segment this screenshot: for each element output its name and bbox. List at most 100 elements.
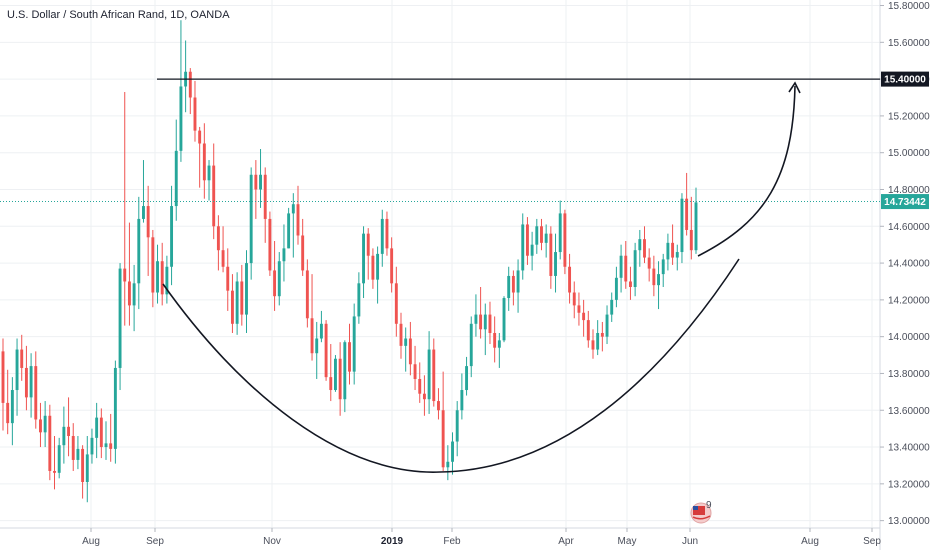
candle-body <box>516 270 520 293</box>
candle <box>29 353 33 418</box>
y-tick-label: 14.40000 <box>888 259 930 270</box>
candle-body <box>179 86 183 151</box>
candle <box>394 266 398 337</box>
candle <box>193 80 197 142</box>
candle <box>399 312 403 359</box>
candle <box>497 332 501 368</box>
candle <box>441 371 445 471</box>
x-tick-label: Apr <box>558 536 574 547</box>
candle <box>85 436 89 503</box>
handle-curve[interactable] <box>697 85 796 257</box>
candle <box>586 310 590 348</box>
candle <box>614 266 618 308</box>
events-flag-icon[interactable]: 9 <box>690 500 712 524</box>
y-tick-label: 15.80000 <box>888 1 930 12</box>
candle <box>329 344 333 402</box>
candle-body <box>104 443 108 448</box>
candle <box>324 320 328 381</box>
candle-body <box>259 174 262 190</box>
candle-body <box>15 349 19 391</box>
y-tick-label: 13.40000 <box>888 443 930 454</box>
y-tick-label: 13.00000 <box>888 516 930 527</box>
candle-body <box>305 270 309 319</box>
candle-body <box>497 340 501 348</box>
svg-text:14.73442: 14.73442 <box>884 197 926 208</box>
candle-body <box>572 292 576 306</box>
candle <box>507 266 511 311</box>
candle <box>511 270 515 306</box>
candle-body <box>460 390 464 411</box>
candle <box>226 248 230 311</box>
candle <box>437 388 440 420</box>
candle-body <box>273 270 277 297</box>
candle <box>170 185 174 286</box>
candle-body <box>151 237 155 293</box>
candle <box>479 286 483 339</box>
resistance-price-label: 15.40000 <box>881 71 929 87</box>
candle-body <box>385 218 389 249</box>
candle <box>483 303 487 356</box>
candle <box>71 423 75 471</box>
candle <box>179 20 183 162</box>
candle-body <box>422 393 426 400</box>
candle-body <box>657 274 660 286</box>
candle <box>657 261 660 310</box>
candle <box>39 402 42 448</box>
candle-body <box>216 226 220 251</box>
cup-curve[interactable] <box>162 258 740 473</box>
candle <box>338 342 342 416</box>
candle-body <box>142 206 145 219</box>
candle <box>666 233 670 271</box>
x-tick-label: May <box>618 536 637 547</box>
candle-body <box>535 226 539 245</box>
candle-body <box>85 454 89 483</box>
candle-body <box>6 402 10 424</box>
candle <box>10 377 14 446</box>
candle <box>263 167 267 243</box>
candle-body <box>591 340 595 350</box>
candle <box>596 320 600 356</box>
candle <box>502 296 506 343</box>
candle-body <box>24 367 28 398</box>
candle <box>296 185 300 245</box>
y-tick-label: 14.00000 <box>888 332 930 343</box>
candle <box>582 299 586 337</box>
candle <box>371 248 375 289</box>
candle <box>366 228 370 280</box>
candle <box>123 91 127 326</box>
candle-body <box>62 426 66 446</box>
time-axis[interactable]: Aug Sep Nov 2019 Feb Apr May Jun Aug Sep <box>82 528 881 547</box>
candlestick-series <box>1 20 698 503</box>
candle <box>474 294 478 337</box>
candle <box>591 329 595 359</box>
candle-body <box>638 239 642 251</box>
candle-body <box>10 390 14 424</box>
candle-body <box>474 314 478 324</box>
candle <box>357 272 361 324</box>
candle-body <box>198 130 202 144</box>
candle <box>137 196 141 310</box>
candle <box>628 266 632 300</box>
candle <box>525 217 529 265</box>
candle <box>1 338 5 431</box>
candle-body <box>230 290 234 324</box>
candle <box>343 340 347 413</box>
events-badge-count: 9 <box>706 500 712 511</box>
candle <box>249 167 253 280</box>
candle-body <box>90 437 94 455</box>
y-tick-label: 14.60000 <box>888 222 930 233</box>
candle-body <box>338 358 342 400</box>
candle <box>633 242 637 297</box>
candle-body <box>549 233 553 276</box>
candle <box>624 241 628 289</box>
candle <box>301 218 305 276</box>
candle-body <box>408 338 412 365</box>
candle-body <box>99 417 103 448</box>
candle <box>287 207 291 249</box>
candle <box>362 226 365 299</box>
candle-body <box>34 366 38 420</box>
candle <box>48 404 52 481</box>
candle <box>563 209 567 275</box>
y-tick-label: 13.60000 <box>888 406 930 417</box>
